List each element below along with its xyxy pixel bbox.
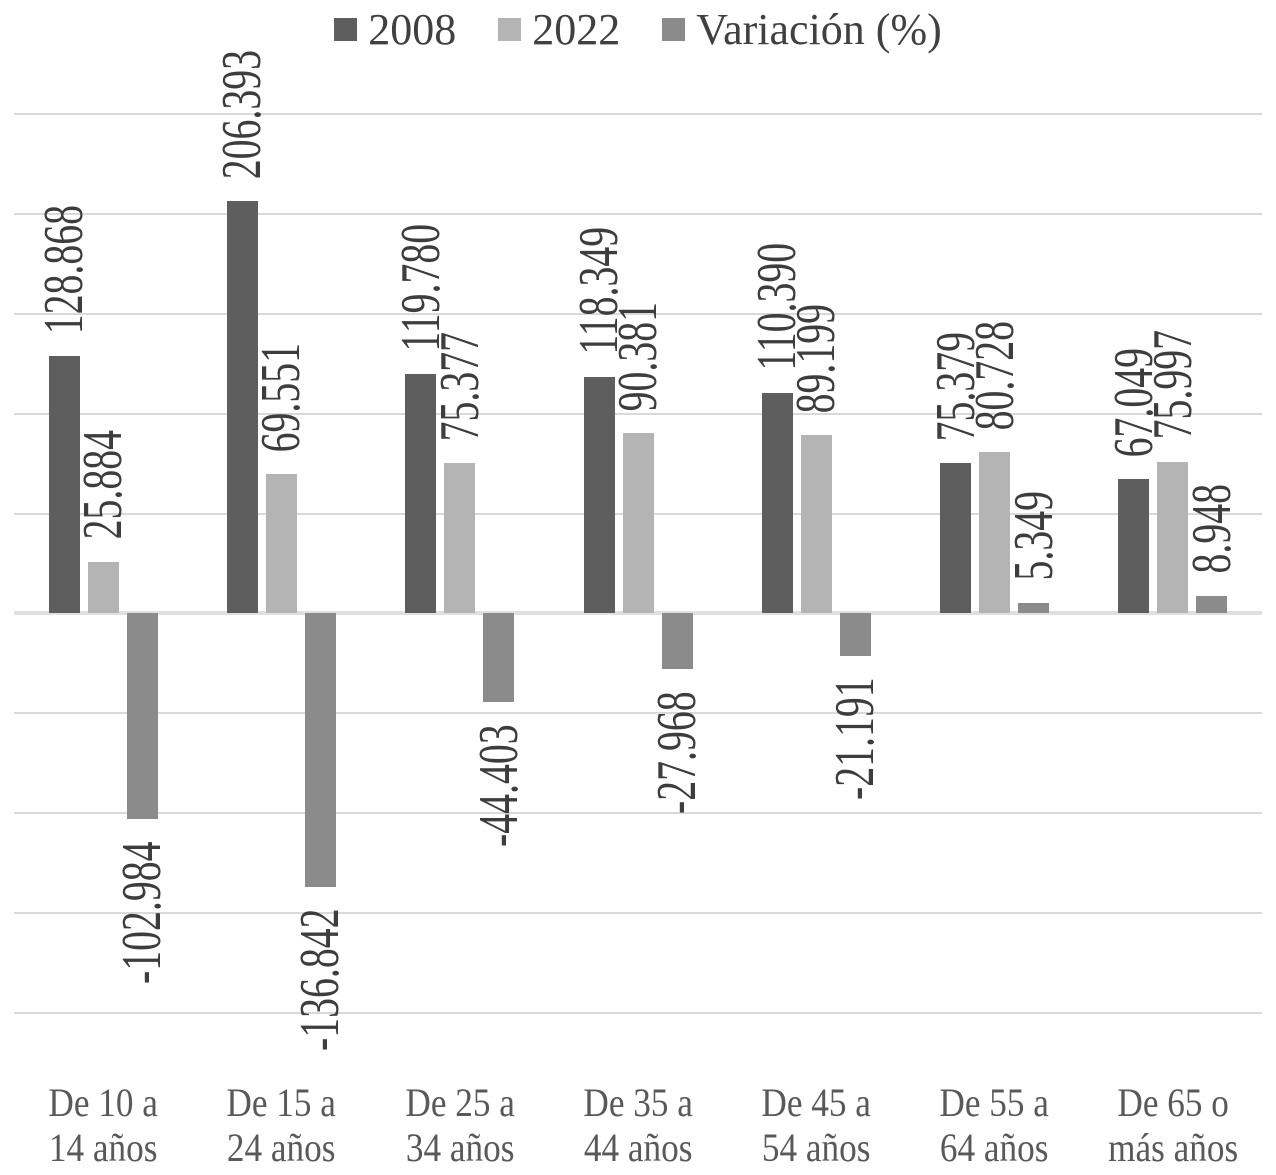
value-label: 8.948 [1180, 484, 1243, 574]
gridline [14, 712, 1262, 715]
value-label: 75.377 [428, 331, 491, 441]
bar-variaci-n- [304, 613, 336, 887]
bar-variaci-n- [1018, 602, 1050, 614]
gridline [14, 212, 1262, 215]
legend-swatch-2022 [498, 18, 522, 41]
value-label: -21.191 [824, 677, 887, 801]
x-axis-label: De 65 o más años [1107, 1080, 1238, 1170]
bar-variaci-n- [839, 613, 871, 656]
legend-label-2008: 2008 [368, 5, 457, 54]
value-label: 90.381 [607, 301, 669, 411]
gridline [14, 113, 1262, 115]
bar-2008 [1118, 479, 1150, 614]
value-label: 69.551 [250, 343, 313, 453]
bar-2022 [979, 452, 1011, 614]
bar-variaci-n- [126, 613, 158, 820]
bar-2022 [87, 561, 119, 614]
legend-label-variacion: Variación (%) [696, 5, 942, 54]
value-label: 75.997 [1141, 330, 1204, 440]
bar-2008 [583, 377, 615, 614]
x-axis-labels: De 10 a 14 años De 15 a 24 años De 25 a 34 añ… [14, 1080, 1262, 1175]
legend-item-variacion: Variación (%) [662, 4, 942, 55]
x-axis-label: De 25 a 34 años [404, 1080, 515, 1170]
value-label: -27.968 [646, 691, 708, 814]
gridline [14, 912, 1262, 915]
bar-2008 [226, 201, 258, 614]
value-label: 128.868 [33, 204, 96, 335]
gridline [14, 812, 1262, 815]
value-label: 25.884 [72, 430, 135, 540]
bar-variaci-n- [483, 613, 515, 703]
bar-2008 [761, 392, 793, 614]
bar-variaci-n- [1196, 595, 1228, 614]
bar-2022 [1157, 461, 1189, 614]
bar-2008 [940, 462, 972, 614]
gridline [14, 412, 1262, 415]
bar-2008 [405, 374, 437, 614]
value-label: -136.842 [289, 908, 352, 1052]
value-label: 80.728 [963, 320, 1026, 431]
legend-swatch-variacion [662, 18, 686, 41]
value-label: -44.403 [467, 724, 530, 847]
bar-2022 [622, 432, 654, 614]
value-label: 206.393 [211, 49, 274, 180]
gridline [14, 312, 1262, 315]
value-label: 5.349 [1002, 491, 1065, 581]
bar-2008 [48, 355, 80, 614]
bar-2022 [800, 435, 832, 614]
legend-label-2022: 2022 [532, 5, 621, 54]
zero-axis-line [14, 611, 1262, 616]
gridline [14, 1012, 1262, 1014]
value-label: -102.984 [111, 841, 174, 984]
chart-legend: 2008 2022 Variación (%) [0, 4, 1276, 55]
legend-swatch-2008 [334, 18, 358, 41]
legend-item-2008: 2008 [334, 4, 456, 55]
legend-item-2022: 2022 [498, 4, 620, 55]
bar-2022 [444, 462, 476, 614]
x-axis-label: De 35 a 44 años [583, 1080, 693, 1170]
plot-area: 128.868 25.884 -102.984 206.393 69.551 -136.8… [14, 50, 1262, 1051]
bar-variaci-n- [661, 613, 693, 670]
x-axis-label: De 15 a 24 años [226, 1080, 337, 1170]
x-axis-label: De 10 a 14 años [48, 1080, 158, 1170]
x-axis-label: De 55 a 64 años [939, 1080, 1050, 1170]
bar-2022 [265, 474, 297, 614]
x-axis-label: De 45 a 54 años [761, 1080, 872, 1170]
value-label: 89.199 [785, 303, 848, 414]
